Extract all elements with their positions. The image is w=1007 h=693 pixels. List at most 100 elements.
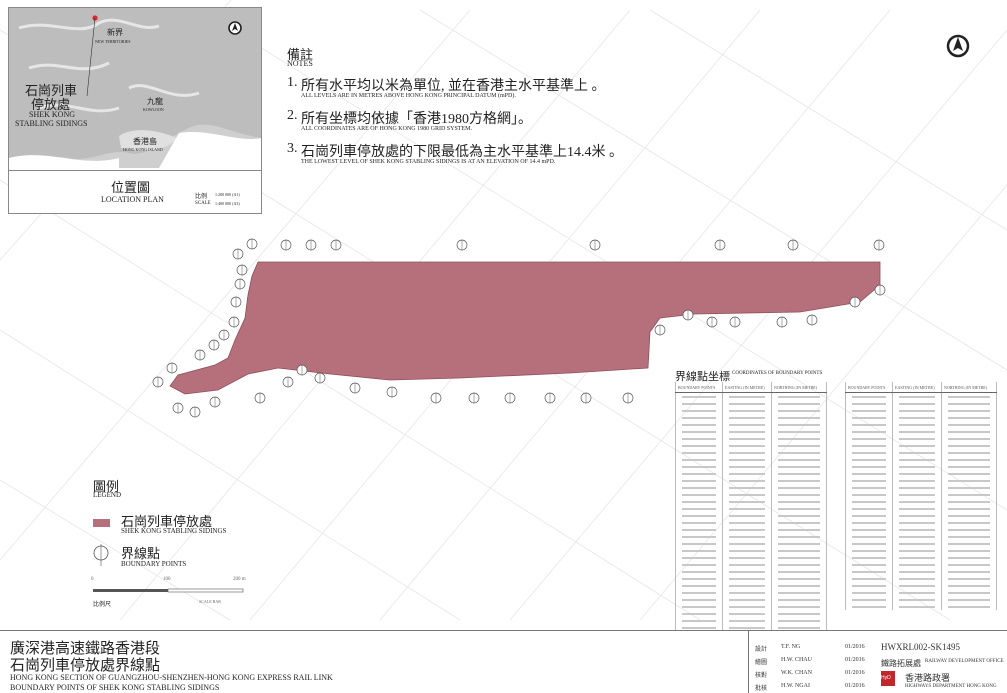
table-cell xyxy=(722,491,772,498)
location-map-drawing xyxy=(9,8,261,168)
table-cell xyxy=(675,519,723,526)
note-3-en: THE LOWEST LEVEL OF SHEK KONG STABLING S… xyxy=(301,159,556,165)
scale-bar xyxy=(93,588,244,593)
table-cell xyxy=(892,392,942,400)
table-cell xyxy=(722,470,772,477)
boundary-point-marker xyxy=(776,316,788,328)
table-cell xyxy=(941,407,997,414)
table-cell xyxy=(722,526,772,533)
coords-table-right: BOUNDARY POINTS EASTING (IN METRE) NORTH… xyxy=(845,382,997,610)
table-row xyxy=(845,435,997,442)
scale-bar-zh: 比例尺 xyxy=(93,602,112,608)
table-row xyxy=(675,582,827,589)
table-row xyxy=(845,575,997,582)
table-cell xyxy=(892,575,942,582)
table-cell xyxy=(892,456,942,463)
boundary-point-marker xyxy=(787,239,799,251)
scale-label-zh: 比例 xyxy=(195,194,208,200)
scale-label-en: SCALE xyxy=(195,201,211,206)
table-cell xyxy=(771,512,827,519)
coords-title-en: COORDINATES OF BOUNDARY POINTS xyxy=(732,371,823,376)
table-cell xyxy=(771,491,827,498)
boundary-point-marker xyxy=(234,278,246,290)
table-cell xyxy=(845,582,893,589)
table-cell xyxy=(771,582,827,589)
table-cell xyxy=(892,505,942,512)
table-cell xyxy=(722,540,772,547)
table-cell xyxy=(675,589,723,596)
table-cell xyxy=(845,442,893,449)
table-row xyxy=(845,568,997,575)
table-row xyxy=(675,477,827,484)
table-cell xyxy=(845,428,893,435)
table-cell xyxy=(892,512,942,519)
table-cell xyxy=(675,449,723,456)
table-cell xyxy=(722,582,772,589)
boundary-point-marker xyxy=(280,239,292,251)
coords-rows-right xyxy=(845,392,997,610)
table-row xyxy=(675,491,827,498)
table-cell xyxy=(675,610,723,617)
table-cell xyxy=(845,463,893,470)
north-arrow-icon xyxy=(946,34,970,58)
table-cell xyxy=(771,589,827,596)
table-cell xyxy=(941,414,997,421)
table-cell xyxy=(941,568,997,575)
boundary-point-marker xyxy=(228,316,240,328)
table-cell xyxy=(771,533,827,540)
table-cell xyxy=(845,456,893,463)
table-cell xyxy=(941,519,997,526)
hyd-logo: HyD xyxy=(881,671,895,686)
table-cell xyxy=(941,561,997,568)
table-cell xyxy=(675,505,723,512)
table-row xyxy=(675,526,827,533)
table-cell xyxy=(722,400,772,407)
table-cell xyxy=(722,610,772,617)
col-boundary-points: BOUNDARY POINTS xyxy=(675,382,723,393)
table-cell xyxy=(845,435,893,442)
table-row xyxy=(845,561,997,568)
table-cell xyxy=(722,505,772,512)
table-cell xyxy=(675,540,723,547)
table-row xyxy=(675,442,827,449)
table-cell xyxy=(722,456,772,463)
table-cell xyxy=(941,547,997,554)
legend-sidings-en: SHEK KONG STABLING SIDINGS xyxy=(121,527,227,535)
table-cell xyxy=(771,428,827,435)
table-cell xyxy=(675,400,723,407)
table-row xyxy=(675,428,827,435)
boundary-point-marker xyxy=(589,239,601,251)
table-cell xyxy=(771,498,827,505)
table-cell xyxy=(675,498,723,505)
table-cell xyxy=(675,582,723,589)
table-cell xyxy=(771,449,827,456)
note-3-zh: 石崗列車停放處的下限最低為主水平基準上14.4米 。 xyxy=(301,145,623,160)
table-row xyxy=(675,575,827,582)
table-row xyxy=(845,428,997,435)
table-cell xyxy=(675,617,723,624)
name-4: H.W. NGAI xyxy=(781,683,810,689)
table-row xyxy=(675,498,827,505)
table-cell xyxy=(892,435,942,442)
note-2-zh: 所有坐標均依據「香港1980方格網」。 xyxy=(301,112,532,127)
loc-hk-island-zh: 香港島 xyxy=(133,137,157,146)
table-cell xyxy=(845,540,893,547)
loc-site-zh-1: 石崗列車 xyxy=(25,83,78,98)
table-row xyxy=(845,512,997,519)
boundary-point-marker xyxy=(172,402,184,414)
note-3-num: 3. xyxy=(287,141,298,156)
table-cell xyxy=(845,512,893,519)
location-plan-footer: 位置圖 LOCATION PLAN 比例 SCALE 1:200 000 (A1… xyxy=(9,170,261,213)
title-block: 廣深港高速鐵路香港段 石崗列車停放處界線點 HONG KONG SECTION … xyxy=(0,630,1007,693)
table-cell xyxy=(675,407,723,414)
table-row xyxy=(845,407,997,414)
table-cell xyxy=(771,477,827,484)
col-northing-2: NORTHING (IN METRE) xyxy=(941,382,997,393)
title-en-2: BOUNDARY POINTS OF SHEK KONG STABLING SI… xyxy=(10,683,220,692)
table-cell xyxy=(722,449,772,456)
table-cell xyxy=(771,456,827,463)
boundary-point-marker xyxy=(706,316,718,328)
scale-bar-en: SCALE BAR xyxy=(199,599,221,604)
table-cell xyxy=(892,463,942,470)
boundary-point-marker xyxy=(386,386,398,398)
